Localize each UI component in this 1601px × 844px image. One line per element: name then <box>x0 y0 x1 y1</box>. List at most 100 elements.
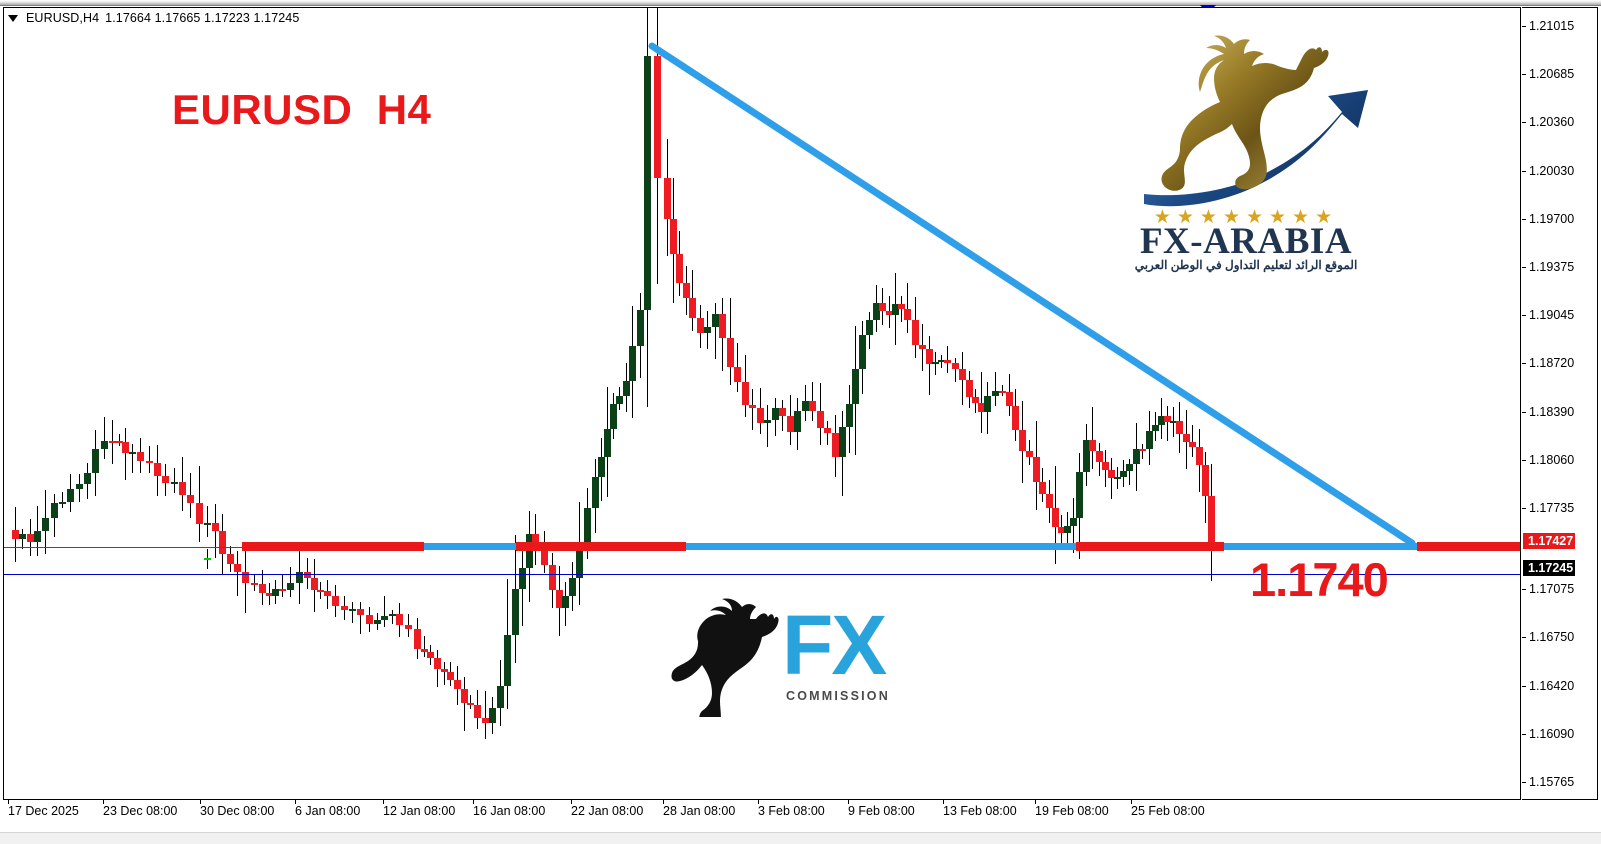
symbol-header: EURUSD,H4 1.17664 1.17665 1.17223 1.1724… <box>8 11 299 25</box>
candle-body <box>427 651 434 658</box>
candle-body <box>966 379 973 397</box>
candle-body <box>1076 472 1083 518</box>
candle-wick <box>444 661 445 685</box>
support-segment <box>1076 542 1224 551</box>
candle-body <box>187 494 194 504</box>
candle-body <box>34 530 41 543</box>
price-tick: 1.21015 <box>1522 19 1597 33</box>
candle-body <box>1133 448 1140 465</box>
chart-canvas[interactable]: EURUSD,H4 1.17664 1.17665 1.17223 1.1724… <box>3 7 1521 800</box>
candle-body <box>272 589 279 597</box>
time-tick: 22 Jan 08:00 <box>571 800 643 818</box>
candle-wick <box>207 505 208 537</box>
candle-body <box>616 395 623 404</box>
candle-wick <box>935 352 936 376</box>
candle-body <box>1064 526 1071 534</box>
candle-body <box>341 606 348 610</box>
candle-wick <box>119 433 120 447</box>
candle-body <box>1114 476 1121 479</box>
candle-wick <box>1192 424 1193 457</box>
candle-body <box>204 558 211 561</box>
time-tick: 17 Dec 2025 <box>8 800 79 818</box>
candle-wick <box>470 695 471 709</box>
support-segment <box>242 542 424 551</box>
symbol-label: EURUSD,H4 <box>26 11 100 25</box>
candle-body <box>1096 451 1103 462</box>
candle-body <box>670 218 677 254</box>
candle-body <box>474 704 481 719</box>
candle-body <box>317 590 324 593</box>
candle-body <box>1019 429 1026 451</box>
candle-body <box>1102 461 1109 471</box>
candle-body <box>598 457 605 478</box>
candle-body <box>802 400 809 411</box>
price-tick: 1.20685 <box>1522 67 1597 81</box>
candle-wick <box>237 551 238 596</box>
candle-body <box>259 584 266 594</box>
ask-price-tag: 1.17427 <box>1523 533 1576 549</box>
candle-body <box>1146 430 1153 449</box>
candle-body <box>1152 424 1159 431</box>
price-callout-annotation: 1.1740 <box>1250 553 1389 606</box>
candle-body <box>704 327 711 334</box>
candle-body <box>122 442 129 453</box>
candle-body <box>992 391 999 396</box>
candle-body <box>454 680 461 689</box>
candle-body <box>374 619 381 625</box>
candle-body <box>592 477 599 508</box>
time-axis[interactable]: 17 Dec 2025 23 Dec 08:00 30 Dec 08:00 6 Jan… <box>3 800 1598 830</box>
candle-body <box>817 410 824 428</box>
ohlc-values: 1.17664 1.17665 1.17223 1.17245 <box>105 11 300 25</box>
candle-body <box>311 578 318 591</box>
candle-wick <box>392 609 393 624</box>
candle-body <box>1052 507 1059 527</box>
candle-body <box>324 590 331 596</box>
window-title-strip <box>0 0 1601 6</box>
candle-body <box>689 297 696 319</box>
candle-body <box>944 360 951 363</box>
candle-body <box>461 688 468 703</box>
candle-wick <box>424 636 425 657</box>
candle-body <box>727 337 734 368</box>
caret-down-icon[interactable] <box>8 14 18 22</box>
candle-body <box>1070 517 1077 527</box>
time-tick: 12 Jan 08:00 <box>383 800 455 818</box>
candle-body <box>959 368 966 380</box>
candle-body <box>772 407 779 420</box>
candle-body <box>623 380 630 396</box>
candle-wick <box>464 676 465 732</box>
price-tick: 1.18060 <box>1522 453 1597 467</box>
candle-body <box>42 517 49 531</box>
price-tick: 1.19045 <box>1522 308 1597 322</box>
candle-body <box>19 534 26 540</box>
price-axis[interactable]: 1.21015 1.20685 1.20360 1.20030 1.19700 1.193… <box>1522 7 1598 800</box>
time-tick: 6 Jan 08:00 <box>295 800 360 818</box>
candle-body <box>84 472 91 485</box>
price-tick: 1.20030 <box>1522 164 1597 178</box>
candle-body <box>604 428 611 458</box>
candle-body <box>512 588 519 636</box>
price-tick: 1.16090 <box>1522 727 1597 741</box>
candle-body <box>999 391 1006 394</box>
price-tick: 1.16420 <box>1522 679 1597 693</box>
candle-body <box>1026 450 1033 457</box>
candle-body <box>179 481 186 495</box>
horizontal-support-line[interactable] <box>242 543 1520 550</box>
candle-body <box>1183 433 1190 443</box>
candle-body <box>366 615 373 625</box>
candle-body <box>919 344 926 349</box>
candle-wick <box>827 420 828 446</box>
candle-body <box>644 55 651 311</box>
candle-body <box>504 635 511 687</box>
candle-wick <box>215 504 216 558</box>
candle-body <box>839 426 846 457</box>
candle-body <box>912 320 919 345</box>
candle-body <box>59 502 66 505</box>
candle-wick <box>282 574 283 597</box>
time-tick: 19 Feb 08:00 <box>1035 800 1109 818</box>
candle-wick <box>290 567 291 598</box>
candle-body <box>467 702 474 705</box>
candle-body <box>764 419 771 424</box>
candle-body <box>1189 442 1196 447</box>
candle-body <box>549 564 556 590</box>
